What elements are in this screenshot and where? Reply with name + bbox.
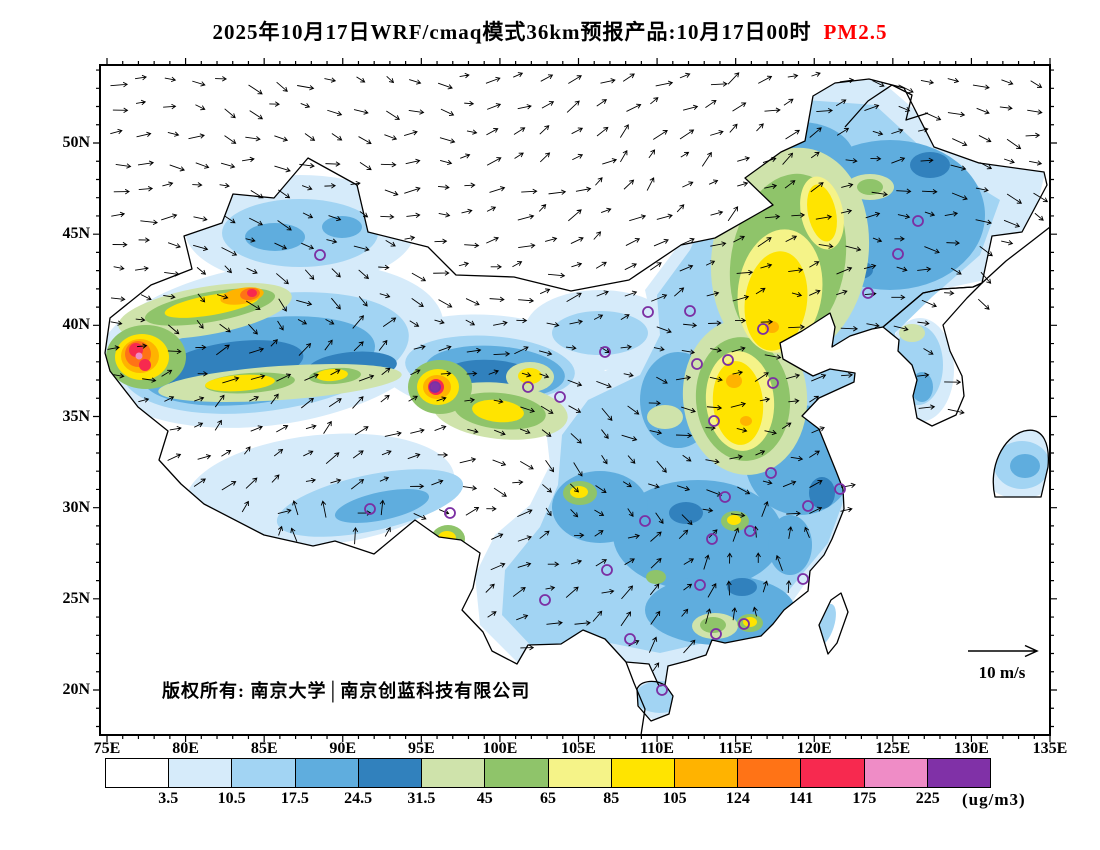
lon-tick-label: 85E	[250, 740, 278, 757]
colorbar-tick-label: 175	[852, 790, 877, 807]
colorbar-segment	[106, 759, 169, 787]
station-marker	[639, 515, 651, 527]
colorbar-tick-label: 124	[725, 790, 750, 807]
station-marker	[722, 354, 734, 366]
colorbar-tick-label: 85	[603, 790, 620, 807]
station-marker	[642, 306, 654, 318]
lon-tick-label: 125E	[875, 740, 911, 757]
colorbar-segment	[737, 759, 801, 787]
wind-legend: 10 m/s	[968, 644, 1039, 682]
station-marker	[444, 507, 456, 519]
colorbar-segment	[231, 759, 295, 787]
station-marker	[719, 491, 731, 503]
lat-tick-label: 40N	[62, 316, 90, 334]
lon-tick-label: 120E	[796, 740, 832, 757]
lon-tick-label: 110E	[640, 740, 674, 757]
station-marker	[802, 500, 814, 512]
wind-legend-label: 10 m/s	[979, 663, 1026, 682]
colorbar-tick-label: 65	[540, 790, 556, 807]
colorbar-tick-label: 105	[662, 790, 687, 807]
lon-tick-label: 90E	[329, 740, 357, 757]
lat-tick-label: 50N	[62, 134, 90, 151]
lat-tick-label: 30N	[62, 498, 90, 516]
page-title: 2025年10月17日WRF/cmaq模式36km预报产品:10月17日00时 P…	[0, 16, 1100, 46]
lon-tick-label: 75E	[93, 740, 121, 757]
station-marker	[757, 323, 769, 335]
lon-tick-label: 100E	[482, 740, 518, 757]
colorbar-tick-label: 17.5	[280, 790, 309, 807]
station-marker	[539, 594, 551, 606]
colorbar-segment	[421, 759, 485, 787]
title-species: PM2.5	[823, 20, 888, 44]
station-marker	[862, 287, 874, 299]
lat-tick-label: 20N	[62, 681, 90, 698]
wind-vector-layer	[107, 71, 1049, 672]
lon-tick-label: 135E	[1032, 740, 1068, 757]
colorbar-tick-label: 225	[915, 790, 940, 807]
lon-tick-label: 80E	[172, 740, 199, 757]
colorbar-tick-label: 10.5	[217, 790, 246, 807]
forecast-map: 版权所有: 南京大学│南京创蓝科技有限公司 10 m/s	[93, 58, 1057, 742]
colorbar-unit: (ug/m3)	[962, 790, 1026, 809]
lon-tick-label: 95E	[407, 740, 435, 757]
colorbar-segment	[294, 759, 358, 787]
lat-tick-label: 35N	[62, 407, 90, 425]
lon-tick-label: 115E	[718, 740, 753, 757]
station-marker	[744, 525, 756, 537]
station-marker	[708, 415, 720, 427]
station-markers-layer	[314, 215, 924, 696]
station-marker	[912, 215, 924, 227]
station-marker	[694, 579, 706, 591]
station-marker	[710, 628, 722, 640]
colorbar-tick-label: 31.5	[407, 790, 436, 807]
colorbar-segment	[168, 759, 232, 787]
colorbar-tick-label: 3.5	[158, 790, 179, 807]
lon-tick-label: 105E	[561, 740, 596, 757]
colorbar-segment	[357, 759, 422, 787]
colorbar-tick-label: 141	[789, 790, 814, 807]
station-marker	[767, 377, 779, 389]
pm25-contour-layer	[105, 80, 1049, 720]
map-frame	[99, 64, 1051, 736]
colorbar-tick-label: 45	[476, 790, 493, 807]
station-marker	[364, 503, 376, 515]
station-marker	[797, 573, 809, 585]
colorbar-segment	[610, 759, 674, 787]
map-area: 版权所有: 南京大学│南京创蓝科技有限公司 10 m/s	[93, 58, 1057, 742]
colorbar-segment	[484, 759, 548, 787]
station-marker	[624, 633, 636, 645]
lat-tick-label: 45N	[62, 225, 90, 243]
lon-tick-label: 130E	[954, 740, 989, 757]
station-marker	[554, 391, 566, 403]
station-marker	[684, 305, 696, 317]
copyright-text: 版权所有: 南京大学│南京创蓝科技有限公司	[162, 680, 530, 703]
station-marker	[314, 249, 326, 261]
coastline-layer	[104, 78, 1051, 736]
colorbar-tick-label: 24.5	[344, 790, 373, 807]
station-marker	[656, 684, 668, 696]
title-text: 2025年10月17日WRF/cmaq模式36km预报产品:10月17日00时	[212, 20, 812, 44]
station-marker	[599, 346, 611, 358]
colorbar	[105, 758, 991, 788]
station-marker	[892, 248, 904, 260]
lat-tick-label: 25N	[62, 589, 90, 607]
colorbar-segment	[800, 759, 864, 787]
colorbar-segment	[926, 759, 991, 787]
station-marker	[691, 358, 703, 370]
colorbar-segment	[547, 759, 611, 787]
station-marker	[601, 564, 613, 576]
axis-ticks	[93, 58, 1057, 742]
station-marker	[706, 533, 718, 545]
station-marker	[765, 467, 777, 479]
station-marker	[429, 381, 441, 393]
colorbar-segment	[863, 759, 927, 787]
wind-legend-arrow	[968, 644, 1039, 658]
station-marker	[522, 381, 534, 393]
station-marker	[834, 483, 846, 495]
colorbar-segment	[673, 759, 738, 787]
station-marker	[738, 618, 750, 630]
